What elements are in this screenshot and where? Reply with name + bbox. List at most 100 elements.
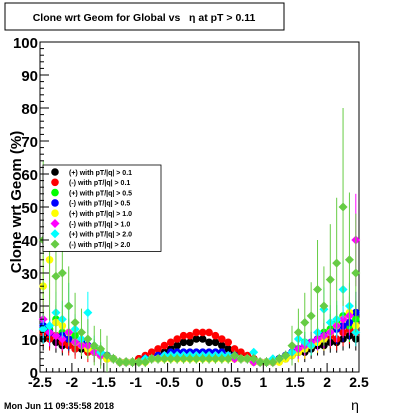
- data-point: [261, 357, 271, 367]
- data-point: [45, 321, 55, 331]
- data-point: [300, 318, 310, 327]
- data-point: [64, 301, 74, 311]
- x-tick-label: -1.5: [92, 374, 116, 390]
- y-tick-label: 50: [21, 200, 38, 217]
- timestamp: Mon Jun 11 09:35:58 2018: [4, 401, 114, 411]
- data-point: [211, 338, 220, 347]
- data-point: [224, 345, 233, 353]
- y-axis-title: Clone wrt Geom (%): [8, 131, 25, 274]
- data-point: [306, 311, 316, 321]
- y-tick-label: 70: [21, 134, 38, 151]
- data-point: [186, 338, 194, 347]
- title-box: Clone wrt Geom for Global vs η at pT > 0…: [4, 2, 285, 31]
- legend-marker: [51, 209, 59, 217]
- data-point: [255, 357, 265, 367]
- series-8: [38, 108, 361, 372]
- data-point: [173, 335, 181, 343]
- data-point: [153, 354, 163, 364]
- data-point: [249, 347, 259, 357]
- data-point: [204, 354, 214, 364]
- data-point: [218, 335, 226, 343]
- data-point: [211, 331, 220, 340]
- x-tick-label: -1: [129, 374, 142, 390]
- y-tick-label: 10: [21, 332, 38, 349]
- x-tick-label: 0: [196, 374, 204, 390]
- data-point: [38, 324, 48, 334]
- data-point: [351, 268, 361, 278]
- data-point: [218, 341, 226, 350]
- data-point: [166, 338, 175, 347]
- data-point: [147, 348, 156, 357]
- data-point: [293, 327, 303, 337]
- data-point: [121, 357, 131, 367]
- x-tick-label: 1: [259, 374, 267, 390]
- data-point: [325, 275, 335, 285]
- data-point: [140, 357, 150, 367]
- legend-marker: [51, 199, 59, 207]
- data-point: [179, 331, 188, 340]
- data-point: [173, 341, 181, 350]
- legend-label: (-) with pT/|q| > 2.0: [69, 242, 130, 249]
- data-point: [198, 354, 208, 364]
- y-tick-label: 90: [21, 68, 38, 85]
- data-point: [338, 202, 348, 212]
- x-tick-label: 1.5: [285, 374, 305, 390]
- x-tick-label: 2.5: [349, 374, 369, 390]
- data-point: [287, 341, 297, 351]
- x-tick-label: 0.5: [222, 374, 242, 390]
- data-point: [57, 268, 67, 278]
- data-point: [115, 357, 125, 367]
- data-point: [205, 328, 213, 337]
- data-point: [319, 301, 329, 311]
- data-point: [147, 354, 157, 364]
- y-tick-label: 60: [21, 167, 38, 184]
- legend-marker: [51, 168, 59, 176]
- legend-label: (+) with pT/|q| > 0.5: [69, 190, 132, 197]
- legend-entry: (-) with pT/|q| > 1.0: [50, 219, 130, 228]
- x-axis-title: η: [351, 397, 359, 413]
- data-point: [281, 351, 291, 360]
- x-tick-label: -0.5: [156, 374, 180, 390]
- legend-entry: (+) with pT/|q| > 1.0: [51, 209, 132, 218]
- data-point: [83, 334, 93, 344]
- legend-box: [42, 164, 162, 252]
- legend-entry: (-) with pT/|q| > 2.0: [50, 239, 130, 249]
- y-tick-label: 80: [21, 101, 38, 118]
- y-tick-label: 40: [21, 233, 38, 250]
- legend-label: (+) with pT/|q| > 0.1: [69, 170, 132, 177]
- data-point: [224, 338, 233, 347]
- data-point: [230, 345, 239, 353]
- data-point: [83, 308, 93, 318]
- y-tick-label: 30: [21, 266, 38, 283]
- data-point: [186, 331, 194, 340]
- data-point: [51, 271, 61, 281]
- data-point: [198, 328, 207, 337]
- data-point: [230, 351, 240, 360]
- data-point: [96, 344, 106, 354]
- data-point: [313, 285, 323, 294]
- data-point: [166, 354, 176, 364]
- data-point: [70, 318, 80, 327]
- data-point: [191, 354, 201, 364]
- x-tick-label: 2: [323, 374, 331, 390]
- axes-layer: -2.5 -2 -1.5 -1 -0.5 0 0.5 1 1.5 2 2.5 0 10 20 30 40 50 6…: [13, 35, 369, 390]
- data-point: [268, 357, 278, 367]
- data-point: [172, 354, 182, 364]
- legend-label: (+) with pT/|q| > 1.0: [69, 211, 132, 218]
- data-point: [51, 331, 61, 341]
- legend-label: (-) with pT/|q| > 0.5: [69, 201, 130, 208]
- data-point: [134, 357, 144, 367]
- data-point: [76, 327, 86, 337]
- data-point: [223, 354, 233, 364]
- data-point: [332, 258, 342, 268]
- data-point: [249, 354, 259, 364]
- data-point: [108, 354, 118, 364]
- series-layer: [38, 108, 361, 372]
- data-point: [57, 334, 67, 344]
- data-point: [210, 354, 220, 364]
- data-point: [179, 354, 189, 364]
- data-point: [102, 351, 112, 360]
- data-point: [274, 354, 284, 364]
- legend-label: (-) with pT/|q| > 1.0: [69, 221, 130, 228]
- data-point: [185, 354, 195, 364]
